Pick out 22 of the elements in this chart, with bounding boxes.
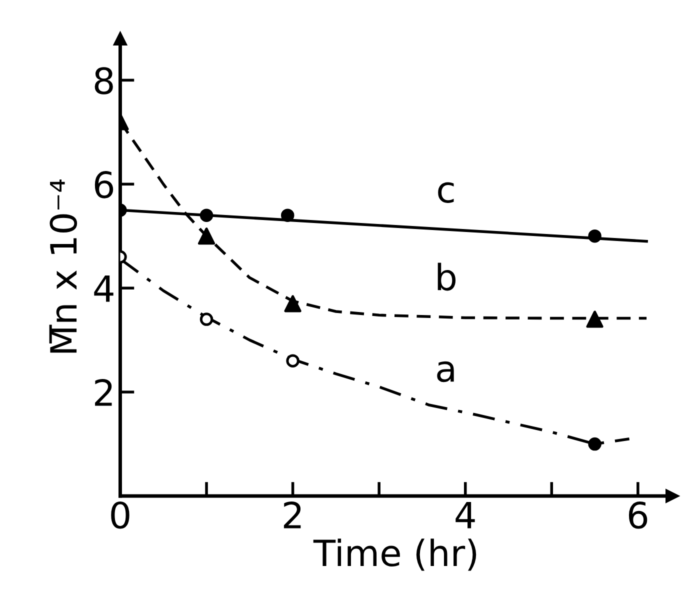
point [588, 437, 602, 451]
y-tick-label: 2 [95, 378, 112, 406]
point [200, 312, 214, 326]
series-label: a [437, 361, 454, 382]
series-label: b [438, 262, 456, 291]
x-tick-label: 6 [628, 501, 648, 529]
series-label: c [438, 182, 454, 203]
point [286, 354, 300, 368]
y-axis-title: M̅n x 10⁻⁴ [49, 180, 78, 353]
point [198, 228, 216, 245]
y-tick-label: 4 [94, 275, 114, 302]
x-tick-label: 4 [456, 502, 475, 528]
point [200, 208, 214, 222]
x-axis-title: Time (hr) [313, 538, 476, 571]
y-tick-label: 8 [94, 67, 113, 94]
point [586, 310, 604, 328]
point [280, 208, 294, 222]
x-tick-label: 0 [111, 501, 130, 529]
point [588, 229, 602, 243]
point [284, 295, 302, 312]
y-tick-label: 6 [94, 171, 114, 198]
x-tick-label: 2 [284, 501, 301, 528]
